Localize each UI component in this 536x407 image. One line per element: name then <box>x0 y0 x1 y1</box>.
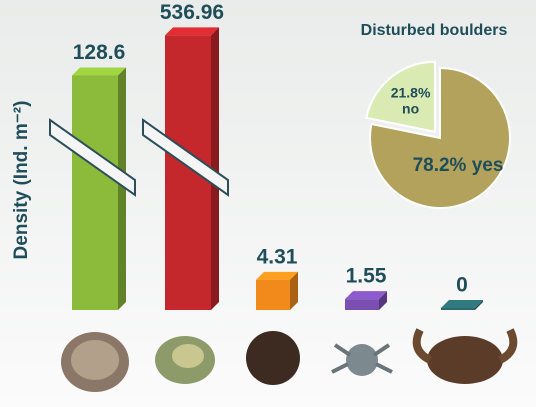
bar-top <box>72 67 126 75</box>
pie-category-label: no <box>402 101 419 117</box>
y-axis-label: Density (Ind. m⁻²) <box>11 101 32 260</box>
value-label: 536.96 <box>160 1 224 24</box>
pie-category-label: yes <box>472 155 504 176</box>
pie-value-label: 78.2% <box>413 155 467 176</box>
pie-value-label: 21.8% <box>391 85 431 101</box>
bar <box>72 75 118 310</box>
bar <box>345 299 379 310</box>
pie-title: Disturbed boulders <box>361 22 508 39</box>
pie-label: 78.2% yes <box>413 155 504 176</box>
bar <box>441 308 475 310</box>
value-label: 4.31 <box>257 245 298 268</box>
value-label: 0 <box>456 274 468 297</box>
value-label: 128.6 <box>73 41 126 64</box>
bar-top <box>165 27 219 35</box>
chart: Density (Ind. m⁻²) Disturbed boulders 21… <box>0 0 536 407</box>
value-label: 1.55 <box>346 265 387 288</box>
bar <box>256 280 290 310</box>
